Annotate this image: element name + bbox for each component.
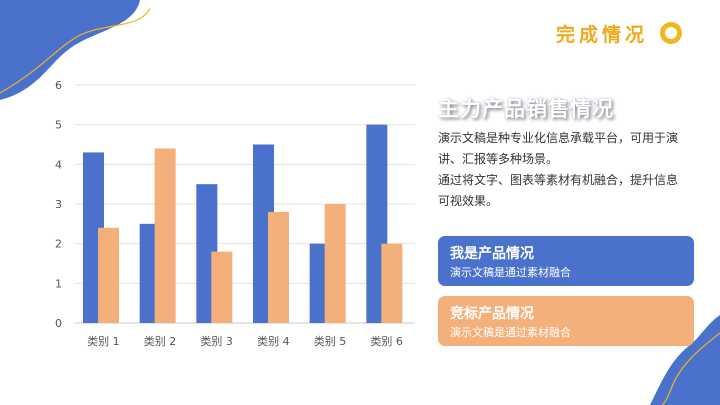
bar-series-2-5 [324,204,346,323]
description-line-1: 演示文稿是种专业化信息承载平台，可用于演讲、汇报等多种场景。 [438,131,679,166]
x-tick-label: 类别 4 [257,334,290,348]
x-tick-label: 类别 3 [200,334,233,348]
section-heading: 完成情况 [555,24,648,46]
chart-bars [83,124,403,324]
info-card-orange: 竞标产品情况 演示文稿是通过素材融合 [438,296,694,346]
bar-series-2-6 [381,243,403,323]
y-axis-ticks: 0 1 2 3 4 5 6 [55,79,62,330]
y-tick-label: 1 [55,277,62,290]
description-line-2: 通过将文字、图表等素材有机融合，提升信息可视效果。 [438,173,679,208]
bottom-right-wave-decoration [650,315,720,405]
bar-series-2-3 [211,251,233,323]
card-title: 我是产品情况 [450,246,534,262]
x-tick-label: 类别 6 [370,334,403,348]
side-title: 主力产品销售情况 [438,97,614,121]
bar-series-2-2 [154,148,176,323]
circle-ring-icon [660,22,682,44]
y-tick-label: 4 [55,158,62,171]
side-description: 演示文稿是种专业化信息承载平台，可用于演讲、汇报等多种场景。 通过将文字、图表等… [438,128,686,212]
card-text: 演示文稿是通过素材融合 [450,266,571,279]
x-tick-label: 类别 2 [144,334,177,348]
y-tick-label: 6 [55,79,62,92]
x-tick-label: 类别 1 [87,334,120,348]
x-tick-label: 类别 5 [314,334,347,348]
card-text: 演示文稿是通过素材融合 [450,326,571,339]
x-axis-ticks: 类别 1 类别 2 类别 3 类别 4 类别 5 类别 6 [87,334,403,348]
top-left-wave-decoration [0,0,150,100]
bar-series-2-4 [268,211,289,323]
card-title: 竞标产品情况 [450,306,534,322]
y-tick-label: 5 [55,119,62,132]
bar-chart: 0 1 2 3 4 5 6 类别 1 类别 2 类别 3 类别 4 类别 5 类别 6 [55,79,415,348]
info-card-blue: 我是产品情况 演示文稿是通过素材融合 [438,236,694,286]
y-tick-label: 2 [55,238,62,251]
chart-grid [75,84,415,324]
y-tick-label: 3 [55,198,62,211]
bar-series-2-1 [98,227,119,323]
y-tick-label: 0 [55,317,62,330]
